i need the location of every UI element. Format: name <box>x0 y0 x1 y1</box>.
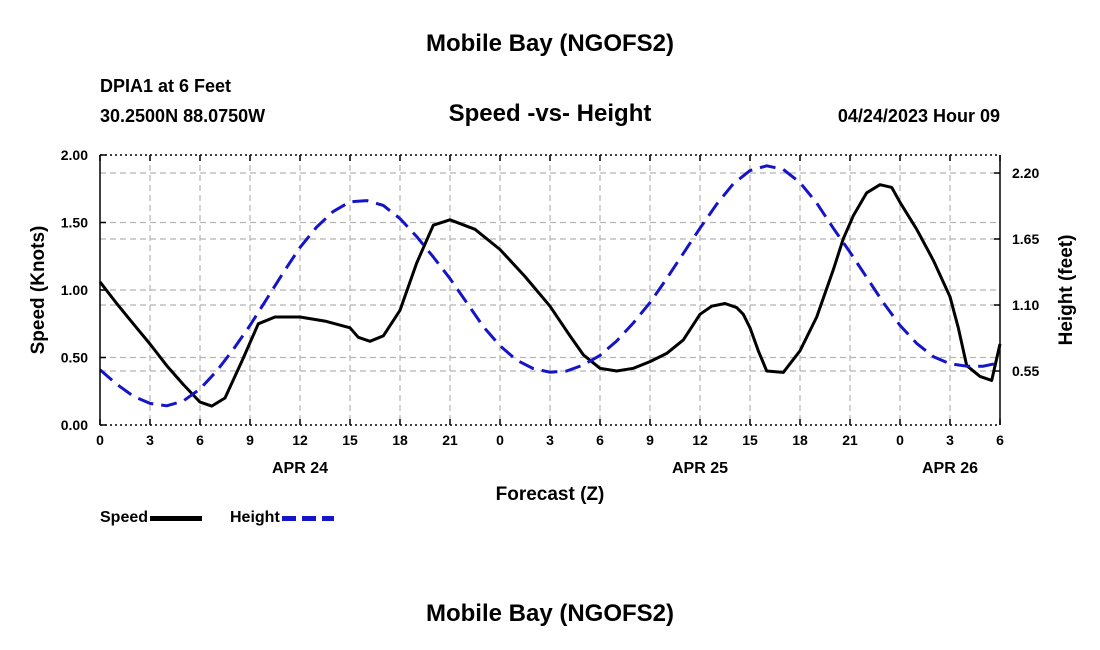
legend-speed-label: Speed <box>100 509 149 526</box>
y-tick-label: 1.50 <box>61 215 88 231</box>
x-tick-label: 6 <box>996 432 1004 448</box>
y2-tick-label: 1.10 <box>1012 297 1039 313</box>
legend-height-label: Height <box>230 509 280 526</box>
legend-speed: Speed <box>100 509 203 527</box>
y2-axis-label: Height (feet) <box>1056 235 1077 346</box>
x-tick-label: 6 <box>596 432 604 448</box>
station-coordinates: 30.2500N 88.0750W <box>100 106 266 126</box>
y2-tick-label: 0.55 <box>1012 363 1039 379</box>
x-tick-label: 21 <box>442 432 458 448</box>
date-label: APR 26 <box>922 460 978 477</box>
footer-title: Mobile Bay (NGOFS2) <box>425 600 675 627</box>
x-tick-label: 18 <box>392 432 408 448</box>
series-height-line <box>99 164 1001 408</box>
date-label: APR 25 <box>672 460 728 477</box>
x-tick-label: 6 <box>196 432 204 448</box>
legend-height-swatch <box>281 515 334 521</box>
x-tick-label: 3 <box>146 432 154 448</box>
forecast-timestamp: 04/24/2023 Hour 09 <box>837 106 1000 126</box>
axes: 0 3 6 9 12 15 18 21 0 3 6 9 12 15 18 21 0 3 6 0.00 0.50 1.00 1… <box>61 147 1040 477</box>
date-label: APR 24 <box>272 460 328 477</box>
x-tick-label: 18 <box>792 432 808 448</box>
y-tick-label: 1.00 <box>61 282 88 298</box>
x-tick-label: 0 <box>496 432 504 448</box>
x-tick-label: 9 <box>646 432 654 448</box>
series-layer <box>98 164 1002 408</box>
x-tick-label: 9 <box>246 432 254 448</box>
x-tick-label: 12 <box>692 432 708 448</box>
x-axis-label: Forecast (Z) <box>496 484 605 505</box>
x-tick-label: 12 <box>292 432 308 448</box>
y2-tick-label: 2.20 <box>1012 165 1039 181</box>
chart-title: Mobile Bay (NGOFS2) <box>425 30 675 57</box>
x-tick-label: 0 <box>96 432 104 448</box>
x-tick-label: 0 <box>896 432 904 448</box>
y-axis-label: Speed (Knots) <box>28 226 49 355</box>
x-tick-label: 3 <box>546 432 554 448</box>
series-speed-line <box>98 183 1002 408</box>
legend-height: Height <box>230 509 334 527</box>
y-tick-label: 0.50 <box>61 350 88 366</box>
station-label: DPIA1 at 6 Feet <box>100 76 232 96</box>
chart-subtitle: Speed -vs- Height <box>448 100 652 127</box>
legend-speed-swatch <box>150 515 203 521</box>
x-tick-label: 3 <box>946 432 954 448</box>
x-tick-label: 15 <box>742 432 758 448</box>
x-tick-label: 21 <box>842 432 858 448</box>
x-tick-label: 15 <box>342 432 358 448</box>
y-tick-label: 0.00 <box>61 417 88 433</box>
y-tick-label: 2.00 <box>61 147 88 163</box>
grid <box>100 155 1000 425</box>
y2-tick-label: 1.65 <box>1012 231 1039 247</box>
